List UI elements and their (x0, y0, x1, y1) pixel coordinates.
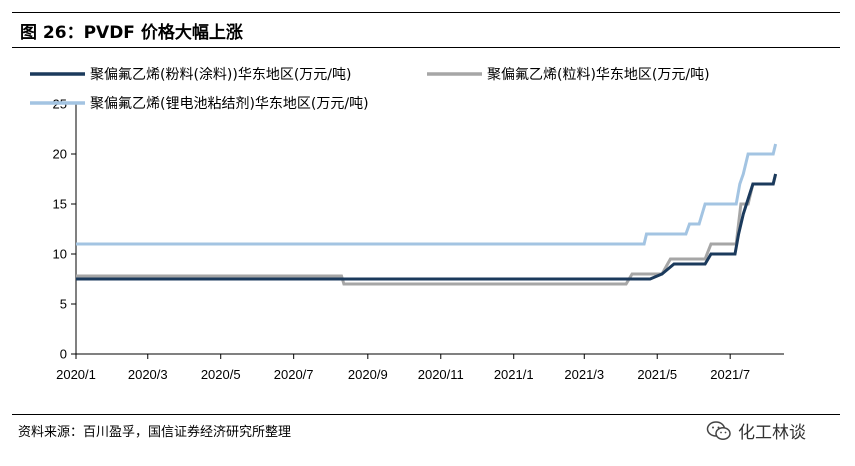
source-note: 资料来源：百川盈孚，国信证券经济研究所整理 (18, 425, 292, 440)
y-tick-label: 20 (53, 147, 67, 162)
x-tick-label: 2020/11 (418, 367, 464, 382)
y-tick-label: 0 (60, 347, 67, 362)
price-line-chart: 05101520252020/12020/32020/52020/72020/9… (30, 67, 784, 382)
x-tick-label: 2021/5 (637, 367, 677, 382)
y-tick-label: 10 (53, 247, 67, 262)
legend-label-2: 聚偏氟乙烯(锂电池粘结剂)华东地区(万元/吨) (90, 96, 369, 112)
x-tick-label: 2020/5 (201, 367, 241, 382)
x-tick-label: 2020/7 (274, 367, 314, 382)
series-line-2 (76, 143, 778, 246)
x-tick-label: 2021/1 (494, 367, 534, 382)
watermark-text: 化工林谈 (738, 423, 806, 443)
x-tick-label: 2021/7 (710, 367, 750, 382)
x-tick-label: 2020/9 (348, 367, 388, 382)
footer-divider (12, 414, 840, 415)
legend-label-1: 聚偏氟乙烯(粒料)华东地区(万元/吨) (487, 67, 710, 83)
title-bar: 图 26：PVDF 价格大幅上涨 (12, 12, 840, 48)
x-tick-label: 2020/3 (128, 367, 168, 382)
x-tick-label: 2020/1 (56, 367, 96, 382)
y-tick-label: 15 (53, 197, 67, 212)
figure-title: 图 26：PVDF 价格大幅上涨 (20, 23, 243, 43)
x-tick-label: 2021/3 (564, 367, 604, 382)
legend-label-0: 聚偏氟乙烯(粉料(涂料))华东地区(万元/吨) (90, 67, 352, 83)
watermark: 化工林谈 (706, 418, 806, 443)
series-line-0 (76, 173, 778, 281)
wechat-icon (706, 420, 731, 440)
y-tick-label: 5 (60, 297, 67, 312)
